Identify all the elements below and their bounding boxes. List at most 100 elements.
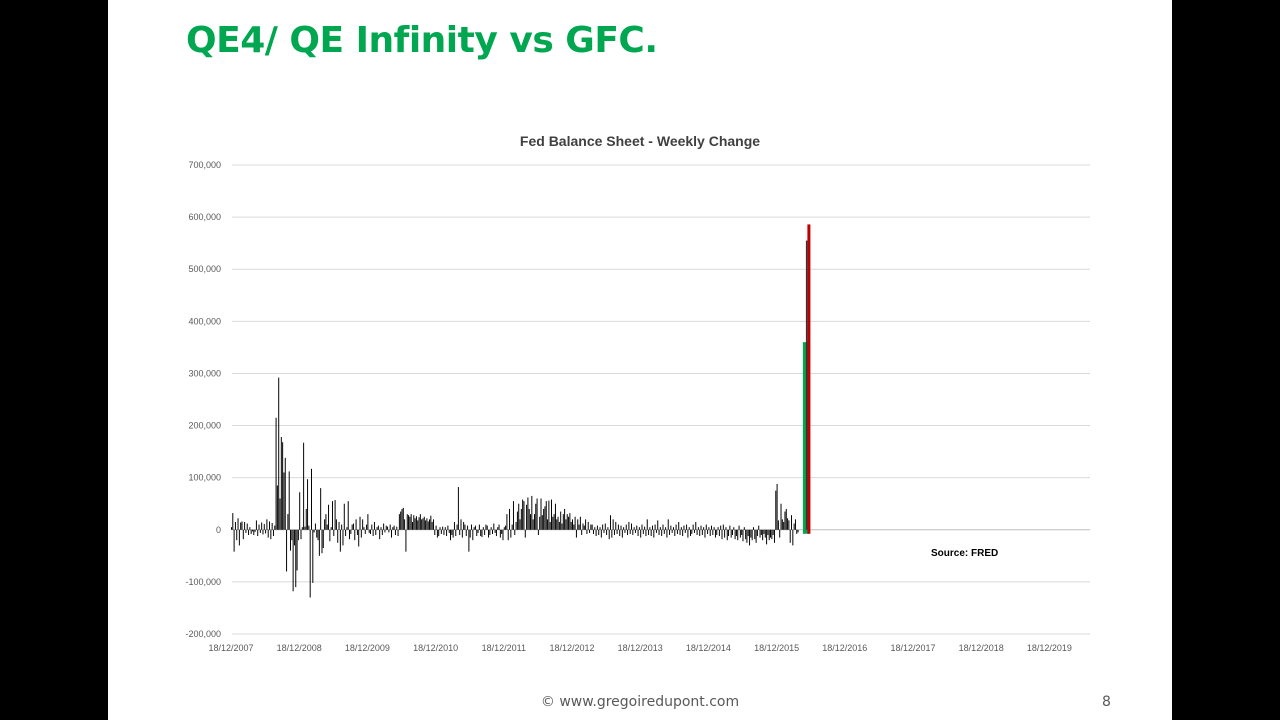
bar (244, 521, 246, 530)
bar (375, 529, 377, 535)
bar (632, 529, 634, 535)
bar (248, 529, 250, 535)
bar (728, 529, 730, 537)
bar (544, 506, 546, 530)
bar (709, 529, 711, 537)
bar (489, 529, 491, 535)
bar (312, 529, 314, 583)
bar (314, 523, 316, 530)
bar (750, 529, 752, 538)
bar (459, 529, 461, 535)
bar (682, 529, 684, 537)
qe4-red-bar (807, 224, 811, 534)
bar (245, 529, 247, 533)
bar (729, 525, 731, 530)
bar (572, 519, 573, 530)
bar (509, 508, 511, 530)
bar (652, 525, 653, 530)
y-tick-label: -200,000 (185, 629, 221, 639)
bar (392, 527, 394, 530)
bar (384, 529, 386, 533)
bar (718, 529, 720, 537)
bar (733, 527, 735, 530)
bar (762, 529, 764, 541)
bar (251, 529, 253, 532)
bar (545, 501, 547, 530)
bar (742, 529, 744, 542)
bar (265, 529, 267, 534)
bar (721, 529, 723, 540)
y-axis-ticks: 700,000 600,000 500,000 400,000 300,000 200,0… (185, 160, 221, 639)
bar (472, 529, 474, 541)
bar (653, 529, 655, 538)
bar (528, 508, 530, 530)
bar (675, 524, 677, 530)
bar (701, 529, 703, 535)
bar (754, 529, 756, 540)
bar (418, 517, 420, 530)
bar (266, 519, 268, 530)
bar (246, 523, 248, 530)
bar (575, 529, 577, 538)
bar (400, 511, 402, 530)
bar (537, 529, 539, 535)
bar (693, 529, 695, 533)
bar (316, 529, 318, 538)
bar (699, 529, 701, 537)
bar (231, 527, 232, 530)
bar (510, 529, 512, 538)
y-tick-label: 500,000 (188, 264, 221, 274)
y-tick-label: 600,000 (188, 212, 221, 222)
bar (356, 529, 358, 535)
bar (507, 529, 509, 541)
bar (362, 519, 364, 530)
bar (505, 525, 507, 530)
bar (641, 524, 643, 530)
bar (686, 524, 688, 530)
bar (383, 523, 385, 530)
bar (666, 529, 668, 538)
bar (262, 529, 264, 535)
bar (484, 529, 486, 535)
bar (594, 527, 596, 530)
bar (288, 471, 290, 530)
bar (745, 529, 747, 540)
bar (236, 529, 238, 541)
bar (556, 519, 558, 530)
bar (672, 527, 674, 530)
bar (781, 519, 783, 530)
bar (688, 527, 690, 530)
bar (422, 518, 424, 530)
bar (233, 529, 235, 552)
bar (473, 527, 475, 530)
bar (604, 523, 606, 530)
bar (720, 525, 722, 530)
bar (714, 529, 716, 538)
y-tick-label: 100,000 (188, 473, 221, 483)
bar (258, 524, 260, 530)
bar (553, 514, 555, 530)
bar (568, 516, 570, 530)
bar (759, 529, 761, 538)
bar (274, 525, 276, 530)
bar (768, 529, 770, 541)
bar (305, 508, 307, 530)
bar (763, 529, 765, 534)
bar (503, 527, 505, 530)
bar (586, 529, 588, 534)
bar (391, 529, 392, 538)
bar (415, 516, 417, 530)
bar (355, 519, 357, 530)
bar (499, 529, 501, 538)
bar (269, 521, 271, 530)
bar (616, 529, 618, 534)
bar (548, 500, 550, 530)
bar (492, 529, 493, 534)
bar (734, 529, 736, 540)
bar (777, 520, 779, 530)
bar (283, 472, 285, 530)
bar (456, 524, 458, 530)
bar (749, 529, 751, 546)
bar (389, 524, 391, 530)
bar (259, 529, 261, 533)
